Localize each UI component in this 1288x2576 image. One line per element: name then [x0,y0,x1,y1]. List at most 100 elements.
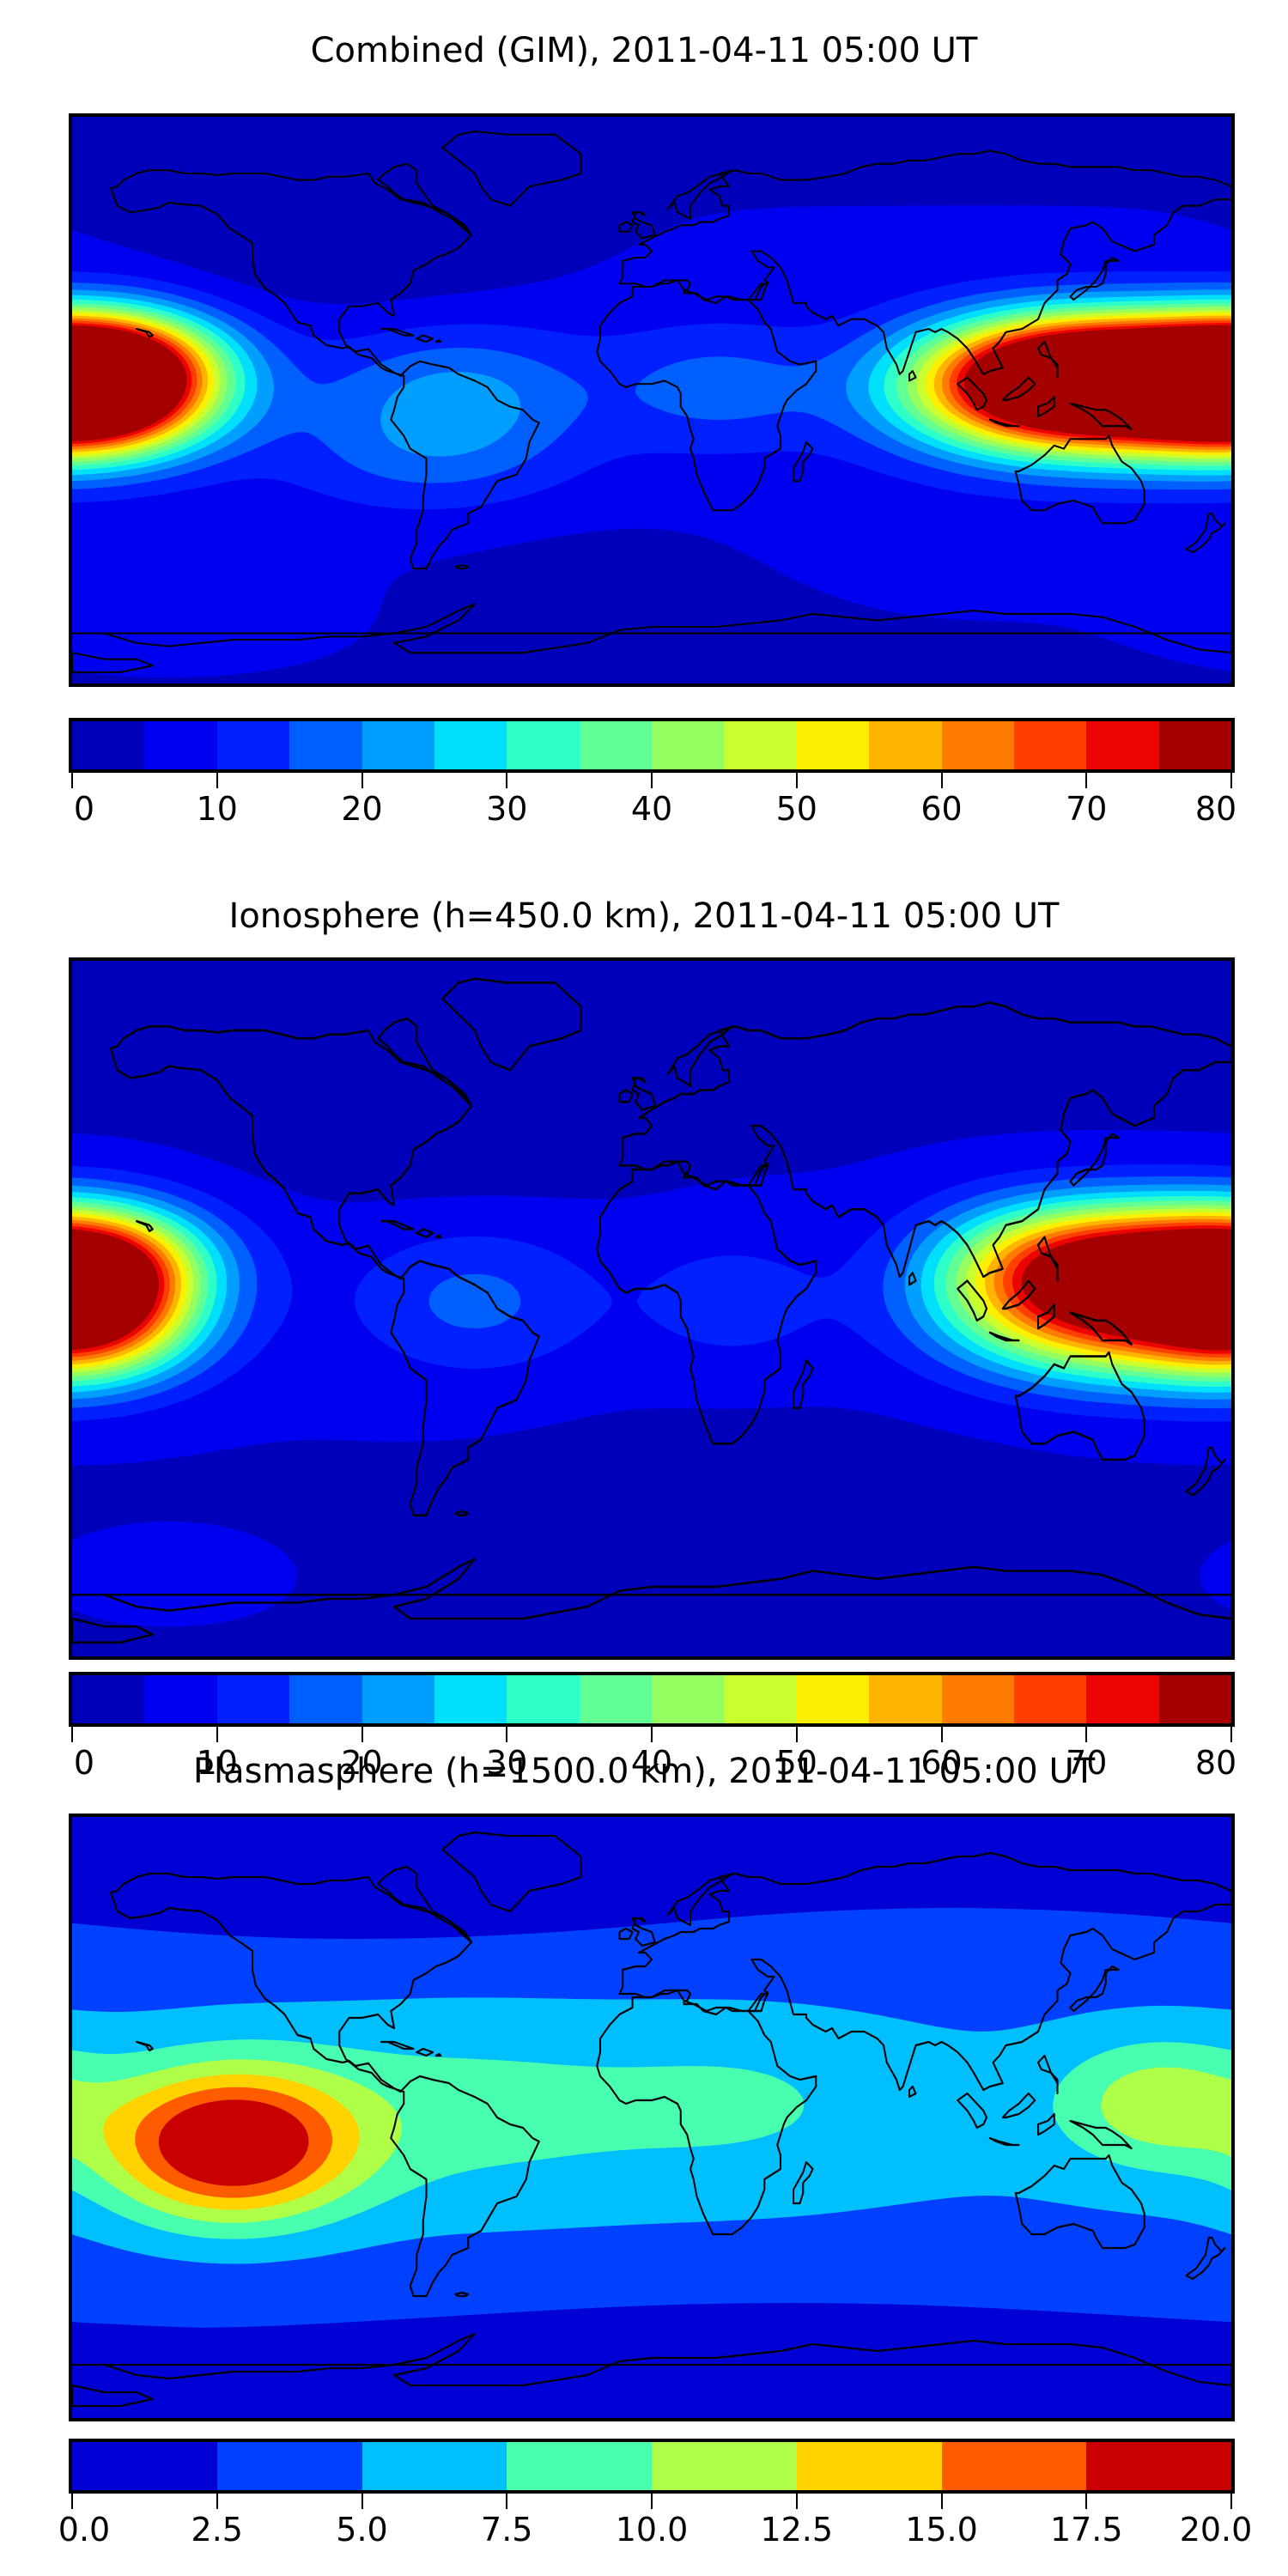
colorbar-tick [71,1727,73,1742]
coastline-segment-10 [1036,2112,1055,2136]
colorbar-ticks-combined [69,773,1235,788]
colorbar-band-10 [796,721,870,769]
colorbar-ionosphere: 0 10 20 30 40 50 60 70 80 [69,1672,1236,1785]
colorbar-ticks-ionosphere [69,1727,1235,1742]
contour-band-15 [72,1228,1231,1351]
coastline-segment-6 [1185,1446,1226,1497]
colorbar-labels-combined: 0 10 20 30 40 50 60 70 80 [69,788,1236,831]
coastline-segment-18 [380,2040,415,2050]
coastline-segment-7 [957,1279,988,1322]
colorbar-labels-ionosphere: 0 10 20 30 40 50 60 70 80 [69,1742,1237,1785]
colorbar-tick-label: 0.0 [58,2511,111,2549]
colorbar-gradient-plasmasphere [69,2439,1235,2494]
colorbar-band-14 [1086,1675,1159,1723]
colorbar-tick [795,773,798,788]
colorbar-band-11 [869,721,942,769]
colorbar-gradient-ionosphere [69,1672,1235,1727]
colorbar-band-1 [144,1675,217,1723]
colorbar-band-5 [434,721,507,769]
coastlines [72,1831,1231,2408]
coastline-segment-9 [1001,2092,1036,2119]
colorbar-band-10 [796,1675,870,1723]
colorbar-tick [1230,2494,1232,2509]
contour-band-7 [158,2099,309,2186]
coastline-segment-1 [377,162,473,236]
coastline-segment-19 [416,334,434,343]
colorbar-tick [795,1727,798,1742]
map-plot-ionosphere [69,957,1235,1660]
coastline-segment-22 [908,370,917,382]
colorbar-tick [361,2494,363,2509]
colorbar-tick-label: 7.5 [481,2511,533,2549]
coastline-segment-23 [631,211,656,240]
colorbar-band-3 [289,1675,362,1723]
coastline-segment-4 [596,279,817,512]
coastline-segment-19 [416,2047,434,2057]
colorbar-band-7 [579,1675,652,1723]
colorbar-tick [1085,1727,1088,1742]
colorbar-band-0 [72,2442,217,2490]
colorbar-band-3 [507,2442,652,2490]
colorbar-tick [361,773,363,788]
colorbar-tick-label: 10 [196,1744,238,1782]
colorbar-tick [1085,2494,1088,2509]
colorbar-tick [216,2494,218,2509]
coastline-segment-8 [988,418,1020,428]
coastline-segment-13 [1069,2119,1133,2150]
coastline-segment-3 [618,1851,1231,2092]
coastline-segment-11 [1036,1236,1059,1282]
coastline-segment-18 [380,1219,415,1230]
coastline-segment-21 [792,2160,814,2205]
colorbar-band-4 [361,1675,434,1723]
colorbar-band-3 [289,721,362,769]
colorbar-plasmasphere: 0.0 2.5 5.0 7.5 10.0 12.5 15.0 17.5 20.0 [58,2439,1252,2552]
coastline-segment-17 [454,2291,470,2298]
panel-title-ionosphere: Ionosphere (h=450.0 km), 2011-04-11 05:0… [228,896,1060,936]
coastline-segment-2 [441,130,582,207]
coastline-segment-16 [135,1219,154,1233]
colorbar-tick-label: 40 [630,790,673,828]
colorbar-labels-plasmasphere: 0.0 2.5 5.0 7.5 10.0 12.5 15.0 17.5 20.0 [58,2509,1253,2552]
coastline-segment-16 [135,327,154,338]
coastline-segment-21 [792,440,814,483]
coastline-segment-20 [434,2052,442,2057]
colorbar-tick [506,773,508,788]
colorbar-band-13 [1013,721,1087,769]
coastline-segment-2 [441,1831,582,1913]
coastline-segment-6 [1185,512,1226,554]
coastline-segment-10 [1036,1303,1055,1330]
colorbar-band-7 [579,721,652,769]
colorbar-tick-label: 0 [73,790,95,828]
colorbar-tick-label: 70 [1066,1744,1108,1782]
coastline-segment-12 [1069,1133,1120,1187]
coastline-segment-5 [1014,2154,1145,2250]
coastline-segment-14 [72,2332,1231,2387]
coastline-segment-25 [666,1872,733,1927]
colorbar-ticks-plasmasphere [69,2494,1235,2509]
colorbar-tick-label: 50 [775,790,817,828]
colorbar-tick-label: 70 [1066,790,1108,828]
colorbar-tick [940,773,943,788]
colorbar-band-0 [72,721,145,769]
colorbar-tick [1230,1727,1232,1742]
coastline-segment-16 [135,2040,154,2052]
coastline-segment-11 [1036,341,1059,379]
map-plot-plasmasphere [69,1814,1235,2421]
colorbar-tick-label: 80 [1194,1744,1237,1782]
colorbar-tick [940,2494,943,2509]
contour-band-5 [72,1190,1231,1393]
coastline-segment-17 [454,564,470,570]
colorbar-band-0 [72,1675,145,1723]
colorbar-tick-label: 60 [920,1744,963,1782]
colorbar-tick [1230,773,1232,788]
colorbar-tick [506,1727,508,1742]
coastline-segment-11 [1036,2054,1059,2095]
coastline-segment-8 [988,2136,1020,2147]
coastline-segment-5 [1014,434,1145,525]
coastline-segment-7 [957,376,988,411]
colorbar-tick [651,1727,653,1742]
colorbar-band-15 [1158,1675,1231,1723]
colorbar-tick [361,1727,363,1742]
coastline-segment-6 [1185,2236,1226,2281]
